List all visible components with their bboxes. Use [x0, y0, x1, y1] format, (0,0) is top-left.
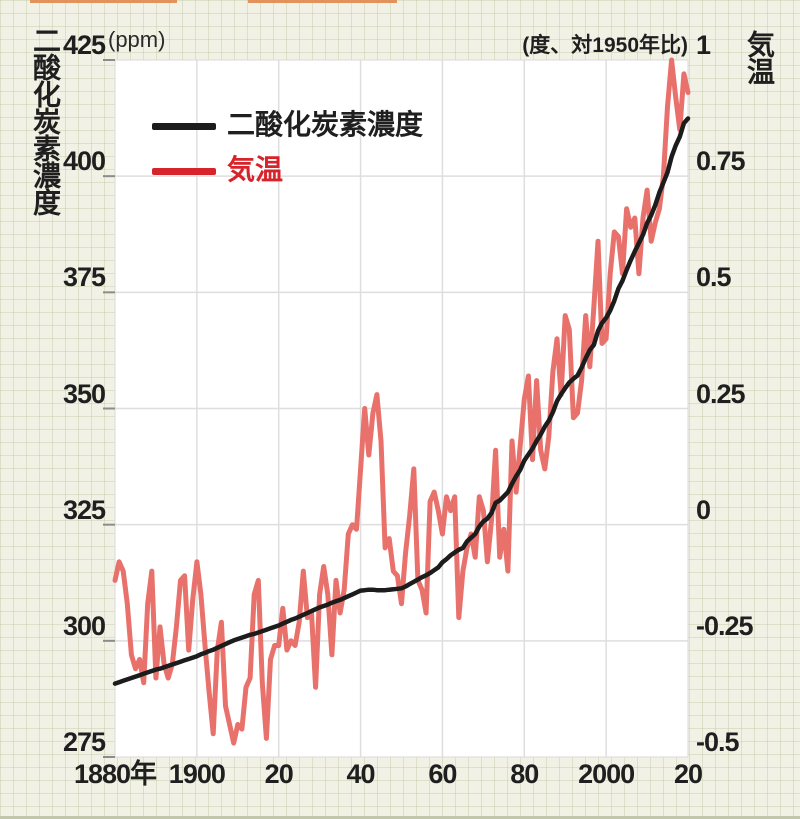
y-axis-tick-label-right: 0.5	[696, 262, 732, 293]
right-axis-unit: (度、対1950年比)	[522, 34, 688, 57]
y-axis-tick-label-right: 1	[696, 30, 711, 60]
y-axis-tick-label-left: 300	[62, 610, 106, 641]
page-edge-artifact-top-right	[248, 0, 397, 3]
page-edge-artifact-bottom	[0, 816, 800, 819]
right-axis-title: 気温	[744, 30, 775, 84]
y-axis-tick-label-left: 400	[62, 146, 106, 177]
left-axis-unit: (ppm)	[108, 27, 166, 52]
co2-line	[112, 116, 691, 686]
x-axis-tick-label: 1900	[168, 759, 226, 789]
y-axis-tick-label-right: -0.25	[696, 610, 754, 641]
x-axis-tick-label: 20	[673, 759, 703, 789]
x-axis-tick-label: 80	[510, 759, 539, 789]
y-axis-tick-label-right: 0	[696, 494, 711, 525]
left-axis-title: 二酸化炭素濃度	[30, 26, 61, 215]
page-edge-artifact-top-left	[30, 0, 177, 3]
y-axis-tick-label-left: 275	[62, 727, 106, 757]
legend-label-temperature: 気温	[227, 154, 284, 185]
x-axis-tick-label: 60	[428, 759, 457, 789]
x-axis-tick-label: 2000	[578, 759, 635, 789]
y-axis-tick-label-right: -0.5	[696, 727, 740, 757]
x-axis-tick-label: 20	[264, 759, 294, 789]
y-axis-tick-label-left: 425	[62, 30, 106, 60]
y-axis-tick-label-left: 375	[62, 262, 106, 293]
y-axis-tick-label-right: 0.25	[696, 378, 746, 409]
x-axis-tick-label: 1880年	[73, 759, 157, 789]
temperature-line	[112, 57, 691, 746]
y-axis-tick-label-left: 325	[62, 494, 106, 525]
legend-label-co2: 二酸化炭素濃度	[227, 109, 424, 140]
x-axis-tick-label: 40	[346, 759, 376, 789]
y-axis-tick-label-right: 0.75	[696, 146, 746, 177]
legend-swatch-co2	[152, 123, 216, 130]
y-axis-tick-label-left: 350	[62, 378, 106, 409]
legend-swatch-temperature	[152, 168, 216, 175]
